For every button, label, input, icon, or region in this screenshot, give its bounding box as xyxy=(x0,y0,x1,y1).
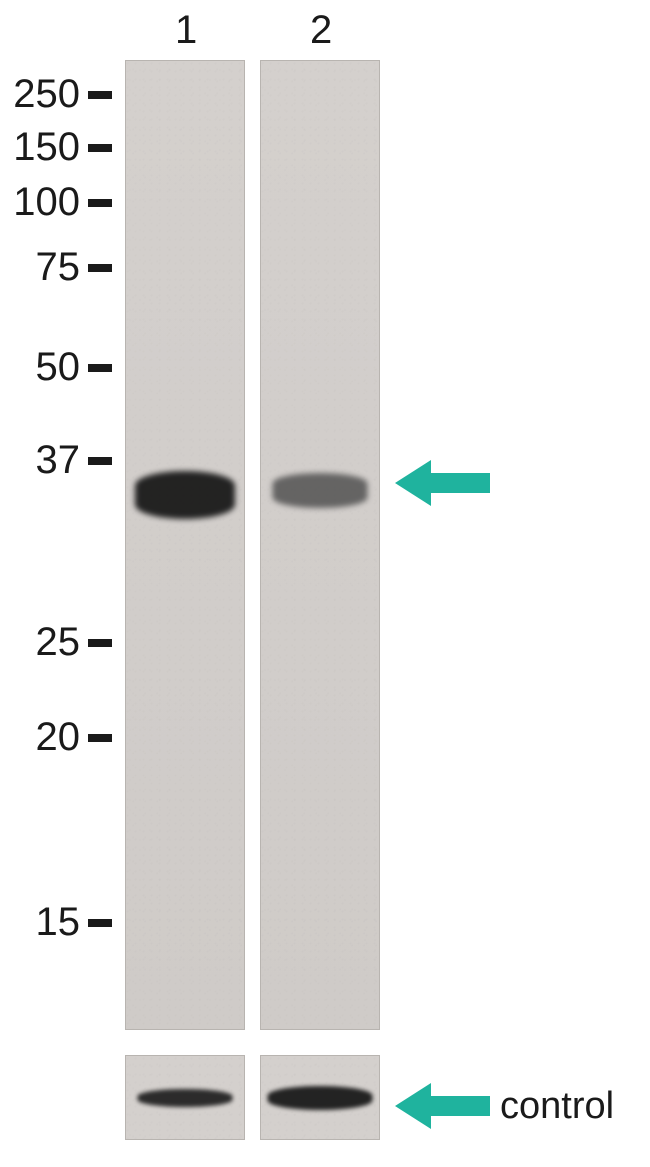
lane-noise xyxy=(261,61,379,1029)
control-lane-1 xyxy=(125,1055,245,1140)
marker-15: 15 xyxy=(0,900,112,945)
arrow-left-icon xyxy=(395,460,490,506)
marker-tick xyxy=(88,734,112,742)
control-arrow: control xyxy=(395,1083,614,1129)
marker-20: 20 xyxy=(0,715,112,760)
marker-value: 250 xyxy=(0,72,80,117)
control-label: control xyxy=(500,1085,614,1128)
lane-1-band xyxy=(135,471,235,519)
marker-25: 25 xyxy=(0,620,112,665)
marker-150: 150 xyxy=(0,125,112,170)
marker-100: 100 xyxy=(0,180,112,225)
marker-tick xyxy=(88,639,112,647)
lane-2 xyxy=(260,60,380,1030)
lane-1-label: 1 xyxy=(175,8,197,53)
marker-tick xyxy=(88,144,112,152)
marker-tick xyxy=(88,919,112,927)
marker-value: 25 xyxy=(0,620,80,665)
marker-value: 100 xyxy=(0,180,80,225)
lane-2-band xyxy=(273,473,368,508)
marker-tick xyxy=(88,364,112,372)
blot-container: 1 2 250 150 100 75 50 37 25 xyxy=(0,0,650,1167)
marker-tick xyxy=(88,91,112,99)
lane-1 xyxy=(125,60,245,1030)
marker-37: 37 xyxy=(0,438,112,483)
control-lanes xyxy=(125,1055,385,1140)
marker-tick xyxy=(88,457,112,465)
marker-tick xyxy=(88,199,112,207)
marker-value: 20 xyxy=(0,715,80,760)
marker-value: 150 xyxy=(0,125,80,170)
marker-75: 75 xyxy=(0,245,112,290)
lane-2-label: 2 xyxy=(310,8,332,53)
lane-noise xyxy=(126,61,244,1029)
marker-250: 250 xyxy=(0,72,112,117)
marker-50: 50 xyxy=(0,345,112,390)
marker-value: 50 xyxy=(0,345,80,390)
marker-value: 75 xyxy=(0,245,80,290)
control-lane-1-band xyxy=(138,1089,233,1107)
main-lanes xyxy=(125,60,385,1030)
control-lane-2 xyxy=(260,1055,380,1140)
marker-value: 37 xyxy=(0,438,80,483)
arrow-left-icon xyxy=(395,1083,490,1129)
control-lane-2-band xyxy=(268,1086,373,1110)
marker-value: 15 xyxy=(0,900,80,945)
marker-tick xyxy=(88,264,112,272)
target-arrow xyxy=(395,460,490,506)
